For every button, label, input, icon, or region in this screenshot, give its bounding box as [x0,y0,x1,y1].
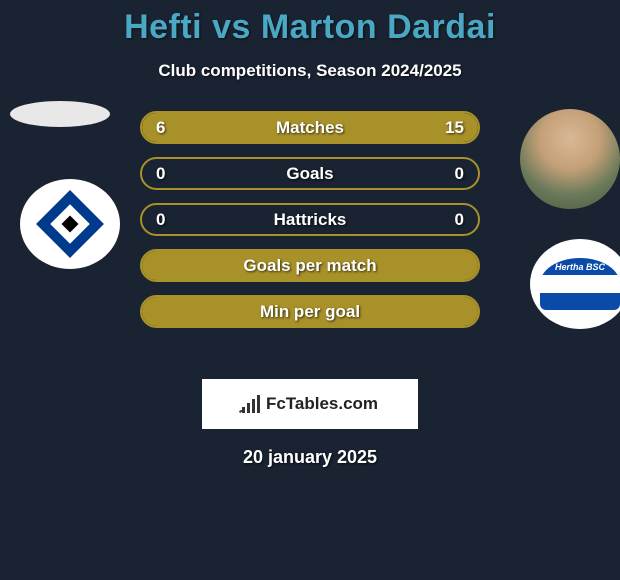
date-label: 20 january 2025 [0,447,620,468]
brand-chart-icon [242,395,262,413]
brand-box[interactable]: FcTables.com [202,379,418,429]
club-left-logo [20,179,120,269]
stat-rows: 615Matches 00Goals 00Hattricks Goals per ma… [140,111,480,341]
subtitle: Club competitions, Season 2024/2025 [0,61,620,81]
stat-label: Matches [142,118,478,138]
stats-area: Hertha BSC 615Matches 00Goals 00Hattricks G… [0,111,620,371]
stat-label: Goals per match [142,256,478,276]
stat-row: Min per goal [140,295,480,328]
brand-text: FcTables.com [266,394,378,414]
page-title: Hefti vs Marton Dardai [0,8,620,47]
stat-row: 00Goals [140,157,480,190]
stat-row: 00Hattricks [140,203,480,236]
player-right-avatar [520,109,620,209]
club-right-logo: Hertha BSC [530,239,620,329]
comparison-card: Hefti vs Marton Dardai Club competitions… [0,0,620,468]
stat-label: Min per goal [142,302,478,322]
hsv-logo-icon [36,190,104,258]
stat-label: Goals [142,164,478,184]
stat-row: Goals per match [140,249,480,282]
hertha-logo-icon: Hertha BSC [540,258,620,310]
hertha-logo-text: Hertha BSC [555,262,605,272]
stat-row: 615Matches [140,111,480,144]
player-left-avatar [10,101,110,127]
stat-label: Hattricks [142,210,478,230]
